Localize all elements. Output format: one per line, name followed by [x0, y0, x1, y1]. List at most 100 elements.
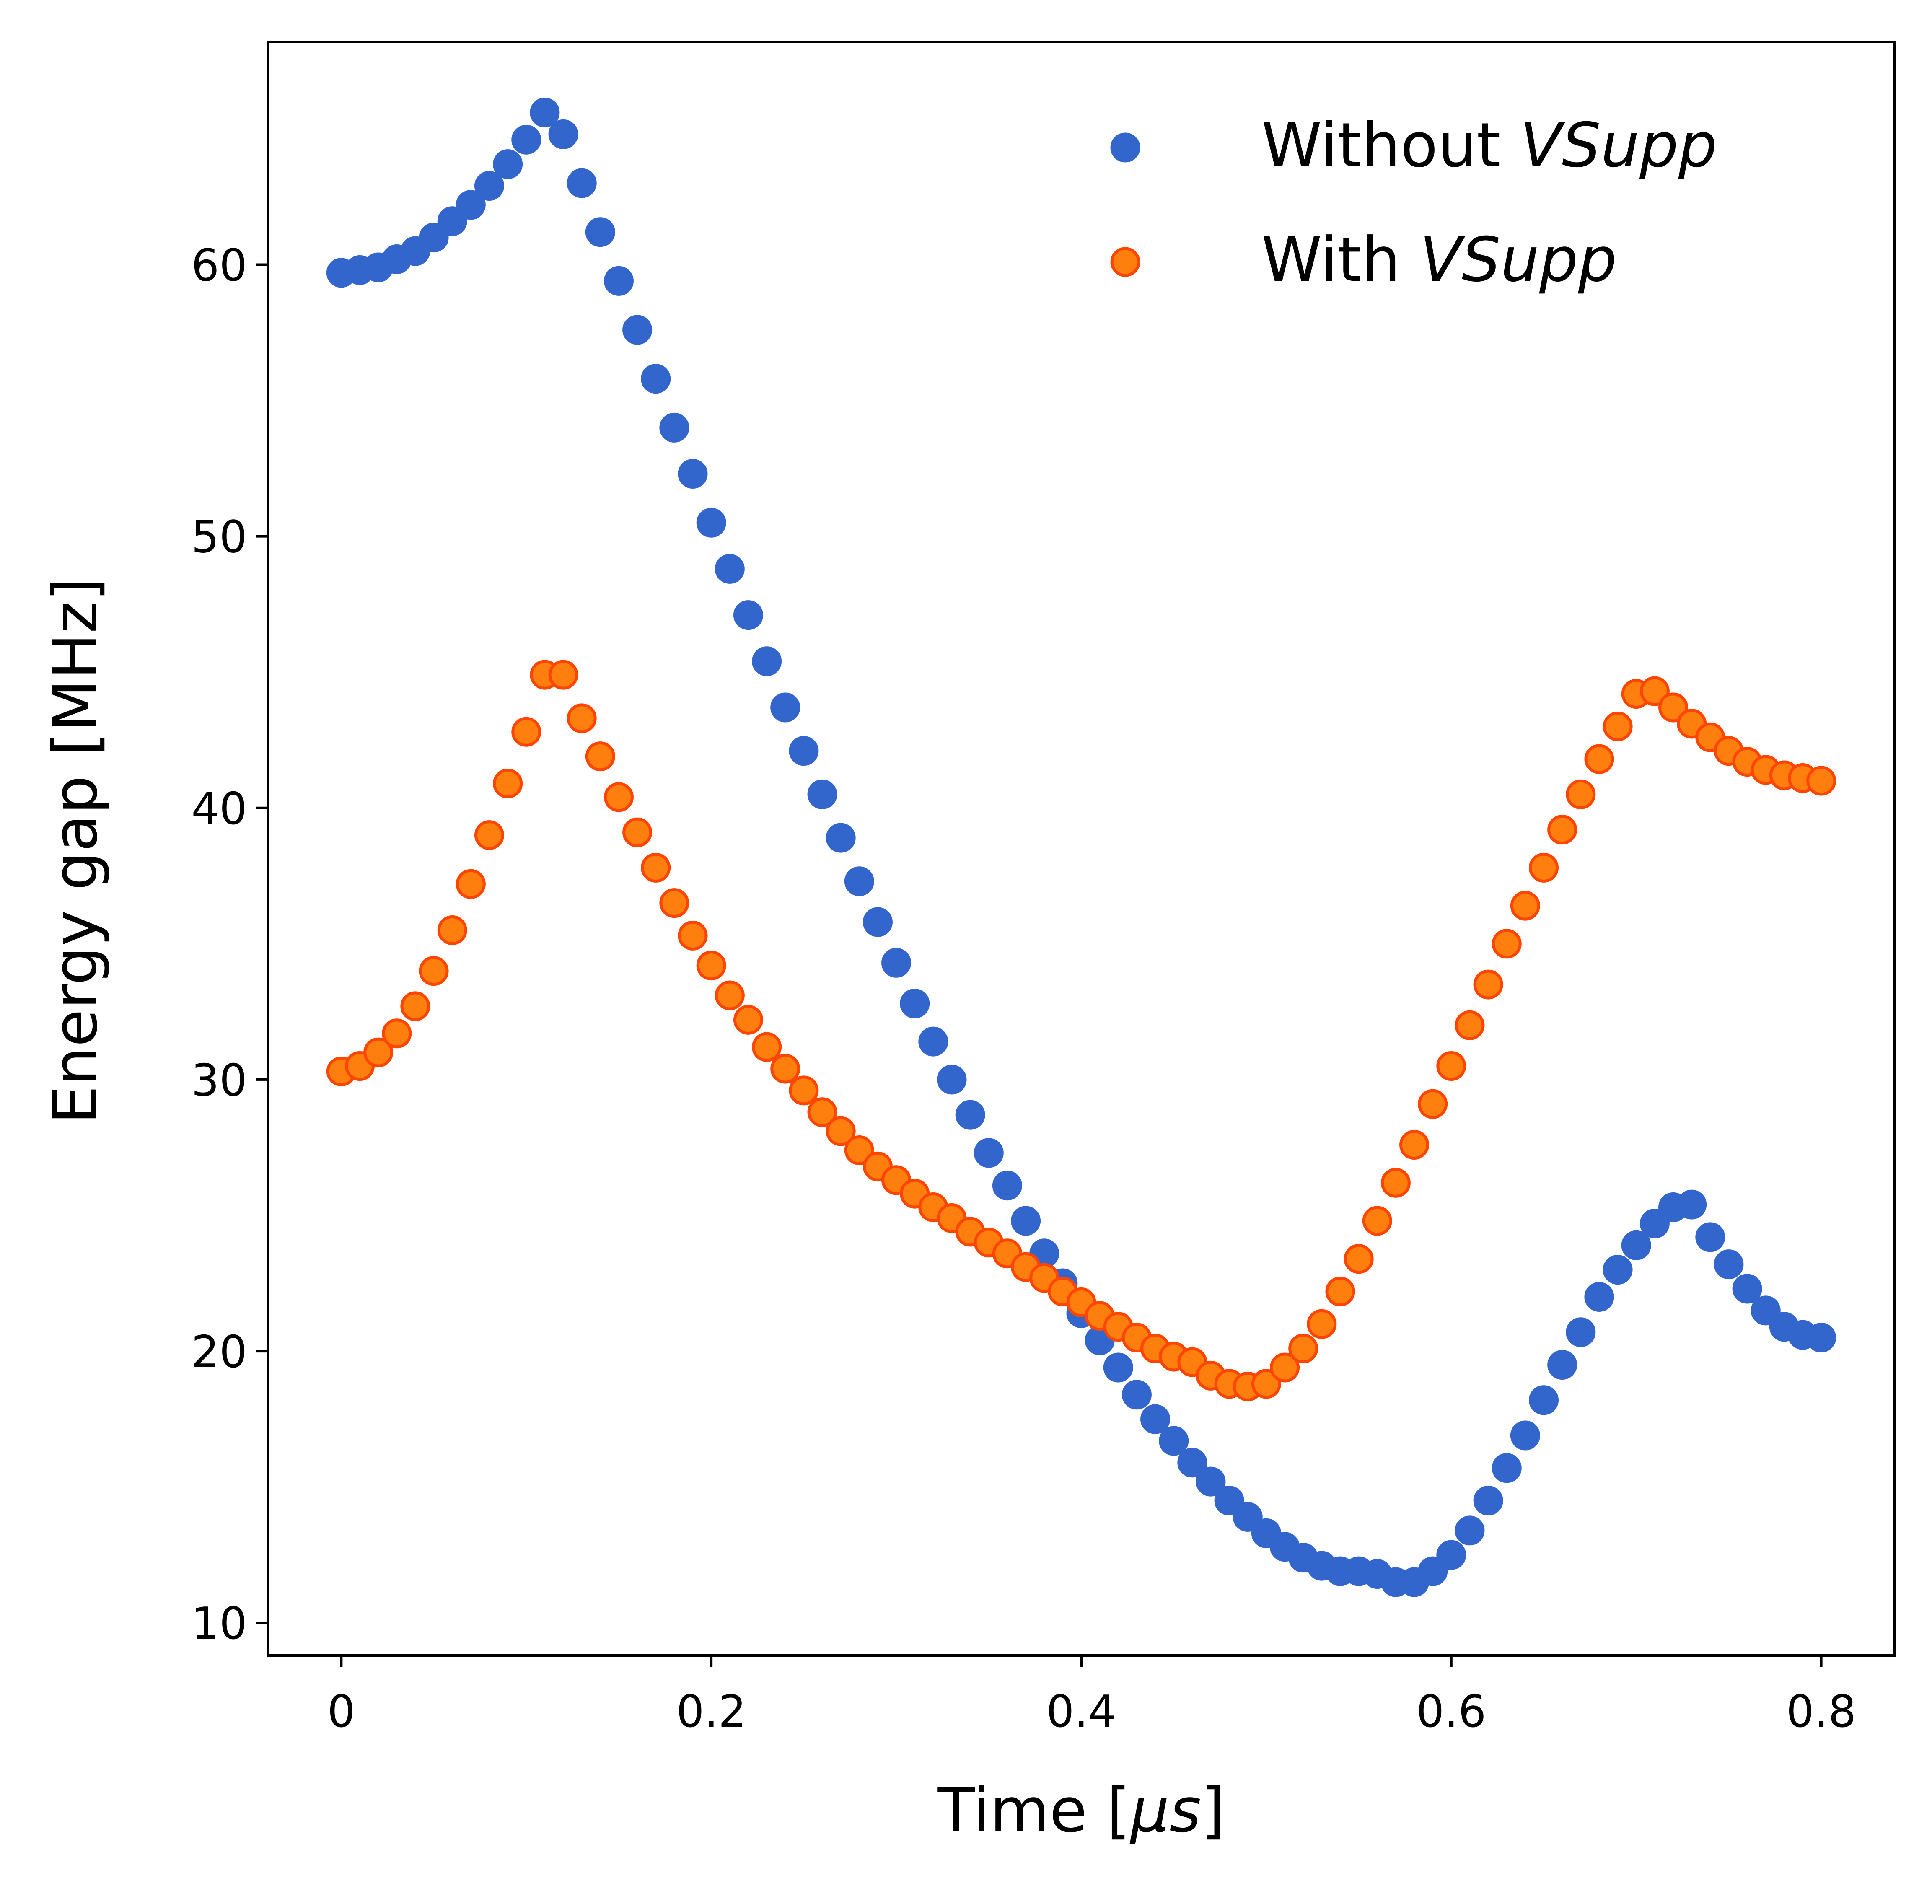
- data-point: [1436, 1540, 1466, 1570]
- y-tick-label: 10: [191, 1598, 247, 1649]
- data-point: [1547, 815, 1577, 845]
- data-point: [603, 266, 634, 296]
- data-point: [548, 119, 578, 149]
- data-point: [826, 1116, 856, 1146]
- data-point: [770, 1054, 800, 1084]
- data-point: [844, 1135, 874, 1165]
- data-point: [900, 988, 930, 1018]
- data-point: [974, 1138, 1004, 1168]
- data-point: [456, 869, 486, 899]
- data-point: [1344, 1244, 1374, 1274]
- y-axis-ticks: 10 20 30 40 50 60: [191, 240, 268, 1649]
- x-axis-label: Time [μs]: [937, 1775, 1225, 1846]
- data-point: [1473, 969, 1503, 1000]
- data-point: [733, 1005, 763, 1035]
- data-point: [752, 646, 782, 676]
- data-point: [992, 1171, 1022, 1201]
- x-axis-ticks: 0 0.2 0.4 0.6 0.8: [327, 1655, 1856, 1737]
- data-point: [1806, 1323, 1836, 1353]
- data-point: [1510, 1420, 1540, 1451]
- y-tick-label: 60: [191, 240, 247, 291]
- data-point: [955, 1100, 985, 1130]
- data-point: [826, 823, 856, 853]
- data-point: [733, 600, 763, 630]
- data-point: [622, 817, 653, 847]
- data-point: [1418, 1089, 1448, 1119]
- data-point: [937, 1065, 967, 1095]
- data-point: [1603, 1255, 1633, 1285]
- data-point: [862, 907, 893, 937]
- data-point: [1270, 1352, 1300, 1383]
- data-point: [1436, 1051, 1466, 1081]
- data-point: [1566, 1317, 1596, 1347]
- data-point: [1196, 1466, 1226, 1497]
- data-point: [603, 782, 634, 812]
- data-point: [1011, 1206, 1041, 1236]
- data-point: [1584, 744, 1614, 774]
- legend-label-with-vsupp: With VSupp: [1261, 224, 1617, 295]
- data-point: [1159, 1426, 1189, 1456]
- data-point: [1639, 676, 1670, 706]
- x-tick-label: 0.4: [1046, 1686, 1116, 1737]
- data-point: [1325, 1276, 1355, 1306]
- data-point: [1362, 1206, 1392, 1236]
- data-point: [437, 915, 467, 945]
- data-point: [1732, 1274, 1762, 1304]
- data-point: [511, 717, 541, 747]
- data-point: [363, 1037, 394, 1067]
- data-point: [1566, 779, 1596, 809]
- data-point: [530, 98, 560, 128]
- data-point: [1140, 1404, 1171, 1434]
- data-point: [1751, 1295, 1781, 1326]
- data-point: [1455, 1010, 1485, 1040]
- legend-label-without-vsupp: Without VSupp: [1261, 110, 1717, 181]
- data-point: [1639, 1208, 1670, 1238]
- data-point: [419, 223, 449, 253]
- data-point: [678, 920, 708, 951]
- data-point: [789, 1075, 819, 1106]
- data-point: [493, 149, 523, 179]
- legend-marker-without-vsupp: [1110, 132, 1140, 163]
- data-point: [1214, 1486, 1244, 1516]
- data-point: [1677, 1189, 1707, 1220]
- series-layer: [326, 98, 1836, 1597]
- data-point: [548, 660, 578, 690]
- data-point: [1251, 1369, 1281, 1399]
- y-tick-label: 40: [191, 783, 247, 834]
- legend: Without VSupp With VSupp: [1110, 110, 1717, 295]
- data-point: [1806, 766, 1836, 796]
- data-point: [474, 820, 504, 850]
- data-point: [1418, 1556, 1448, 1586]
- data-point: [789, 736, 819, 766]
- data-point: [567, 703, 597, 733]
- y-axis-label: Energy gap [MHz]: [40, 577, 111, 1124]
- legend-marker-with-vsupp: [1110, 247, 1140, 277]
- data-point: [456, 190, 486, 220]
- data-point: [715, 554, 745, 584]
- data-point: [400, 991, 430, 1021]
- data-point: [1455, 1515, 1485, 1546]
- data-point: [659, 888, 689, 918]
- data-point: [918, 1026, 948, 1057]
- data-point: [1584, 1282, 1614, 1312]
- data-point: [419, 956, 449, 986]
- data-point: [1177, 1448, 1207, 1478]
- data-point: [1473, 1486, 1503, 1516]
- data-point: [585, 741, 615, 772]
- data-point: [511, 124, 541, 155]
- y-tick-label: 30: [191, 1055, 247, 1106]
- data-point: [1529, 852, 1559, 883]
- x-tick-label: 0: [327, 1686, 355, 1737]
- data-point: [1510, 891, 1540, 921]
- data-point: [770, 692, 800, 723]
- data-point: [1307, 1309, 1337, 1339]
- data-point: [1714, 1249, 1744, 1280]
- data-point: [1233, 1502, 1263, 1532]
- data-point: [1103, 1352, 1133, 1383]
- data-point: [659, 412, 689, 443]
- series-without-vsupp: [326, 98, 1836, 1597]
- data-point: [696, 508, 726, 538]
- x-tick-label: 0.2: [676, 1686, 746, 1737]
- data-point: [1380, 1168, 1411, 1198]
